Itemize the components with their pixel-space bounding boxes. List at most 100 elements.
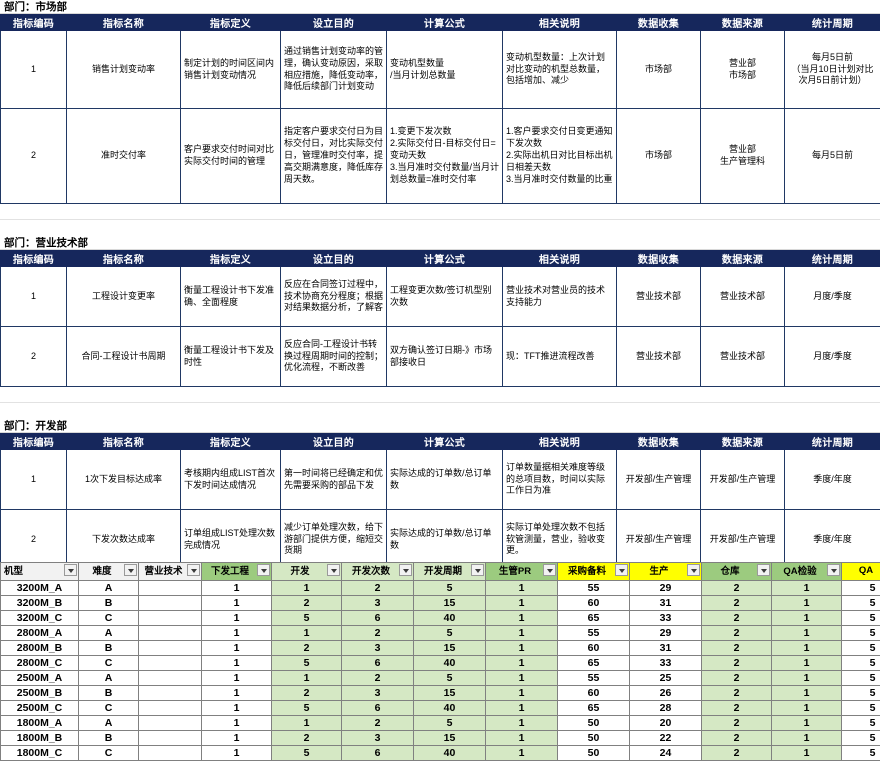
grid-cell[interactable]: 1 [486, 656, 558, 671]
grid-cell[interactable]: B [79, 596, 139, 611]
grid-cell[interactable]: 1 [772, 626, 842, 641]
grid-cell[interactable]: 29 [630, 581, 702, 596]
grid-cell[interactable] [139, 731, 202, 746]
grid-cell[interactable]: 5 [414, 626, 486, 641]
grid-cell[interactable]: 1 [202, 626, 272, 641]
grid-cell[interactable]: 2 [702, 701, 772, 716]
grid-cell[interactable] [139, 581, 202, 596]
grid-cell[interactable]: 1 [202, 611, 272, 626]
grid-cell[interactable]: 2 [702, 611, 772, 626]
table-row[interactable]: 2500M_CC15640165282152110 [1, 701, 880, 716]
filter-dropdown-icon[interactable] [543, 564, 556, 576]
grid-cell[interactable]: 40 [414, 611, 486, 626]
grid-cell[interactable]: C [79, 701, 139, 716]
grid-cell[interactable]: 5 [842, 671, 880, 686]
grid-cell[interactable]: 40 [414, 746, 486, 761]
grid-cell[interactable]: 33 [630, 656, 702, 671]
grid-cell[interactable]: 26 [630, 686, 702, 701]
grid-cell[interactable]: 5 [842, 731, 880, 746]
filter-dropdown-icon[interactable] [687, 564, 700, 576]
grid-cell[interactable]: 1 [486, 686, 558, 701]
grid-cell[interactable]: 1 [772, 656, 842, 671]
grid-cell[interactable]: 15 [414, 596, 486, 611]
grid-cell-model[interactable]: 2800M_C [1, 656, 79, 671]
grid-cell[interactable]: C [79, 611, 139, 626]
filter-dropdown-icon[interactable] [399, 564, 412, 576]
grid-column-header[interactable]: QA检验 [772, 563, 842, 581]
grid-cell[interactable]: 6 [342, 611, 414, 626]
grid-cell[interactable]: 2 [702, 716, 772, 731]
grid-cell[interactable]: 1 [772, 746, 842, 761]
grid-cell[interactable]: 1 [486, 611, 558, 626]
grid-cell[interactable]: 50 [558, 731, 630, 746]
grid-cell[interactable]: 1 [486, 596, 558, 611]
grid-column-header[interactable]: 营业技术 [139, 563, 202, 581]
filter-dropdown-icon[interactable] [187, 564, 200, 576]
grid-cell[interactable] [139, 701, 202, 716]
grid-cell[interactable]: 1 [486, 716, 558, 731]
grid-cell-model[interactable]: 2800M_A [1, 626, 79, 641]
grid-cell[interactable]: C [79, 746, 139, 761]
grid-cell[interactable] [139, 626, 202, 641]
grid-cell[interactable]: 1 [202, 686, 272, 701]
grid-cell-model[interactable]: 3200M_C [1, 611, 79, 626]
grid-cell[interactable]: 60 [558, 596, 630, 611]
table-row[interactable]: 3200M_BB12315160312153106 [1, 596, 880, 611]
grid-cell[interactable]: 1 [202, 671, 272, 686]
grid-cell[interactable]: 1 [486, 626, 558, 641]
grid-cell[interactable]: 65 [558, 611, 630, 626]
grid-cell[interactable] [139, 596, 202, 611]
grid-cell[interactable]: 60 [558, 686, 630, 701]
table-row[interactable]: 2500M_AA112515525215293 [1, 671, 880, 686]
grid-cell[interactable]: 22 [630, 731, 702, 746]
grid-cell[interactable]: 1 [486, 641, 558, 656]
grid-cell[interactable]: 1 [772, 641, 842, 656]
grid-cell[interactable]: 15 [414, 641, 486, 656]
grid-cell[interactable]: 2 [702, 581, 772, 596]
grid-column-header[interactable]: 生管PR [486, 563, 558, 581]
grid-cell[interactable]: 1 [202, 716, 272, 731]
grid-cell-model[interactable]: 2500M_A [1, 671, 79, 686]
grid-cell[interactable]: 1 [272, 581, 342, 596]
grid-cell[interactable]: 1 [272, 671, 342, 686]
grid-cell[interactable]: 1 [202, 701, 272, 716]
grid-cell[interactable]: 20 [630, 716, 702, 731]
grid-cell[interactable]: 1 [202, 581, 272, 596]
grid-cell[interactable] [139, 671, 202, 686]
grid-cell[interactable]: 1 [486, 671, 558, 686]
grid-cell[interactable]: 29 [630, 626, 702, 641]
grid-column-header[interactable]: 仓库 [702, 563, 772, 581]
grid-cell[interactable]: 5 [842, 701, 880, 716]
grid-column-header[interactable]: QA [842, 563, 880, 581]
grid-cell[interactable]: 5 [842, 686, 880, 701]
grid-cell[interactable]: 6 [342, 701, 414, 716]
grid-cell[interactable]: 31 [630, 596, 702, 611]
grid-cell[interactable] [139, 746, 202, 761]
table-row[interactable]: 2800M_CC15640165332153116 [1, 656, 880, 671]
grid-cell[interactable]: 5 [272, 746, 342, 761]
grid-cell[interactable]: 6 [342, 746, 414, 761]
grid-column-header[interactable]: 机型 [1, 563, 79, 581]
grid-cell[interactable]: 2 [702, 671, 772, 686]
grid-cell-model[interactable]: 3200M_B [1, 596, 79, 611]
grid-cell-model[interactable]: 1800M_B [1, 731, 79, 746]
grid-cell[interactable]: 1 [772, 731, 842, 746]
grid-cell[interactable]: 2 [702, 686, 772, 701]
grid-cell[interactable]: B [79, 731, 139, 746]
grid-cell[interactable]: 1 [272, 626, 342, 641]
grid-cell[interactable]: 65 [558, 701, 630, 716]
grid-cell[interactable]: B [79, 686, 139, 701]
grid-cell[interactable]: 5 [842, 716, 880, 731]
grid-cell[interactable]: 33 [630, 611, 702, 626]
grid-cell[interactable]: 1 [772, 581, 842, 596]
grid-cell[interactable]: 2 [702, 626, 772, 641]
grid-cell[interactable]: 1 [202, 656, 272, 671]
grid-cell[interactable]: 28 [630, 701, 702, 716]
grid-cell[interactable]: 1 [272, 716, 342, 731]
grid-cell[interactable]: A [79, 671, 139, 686]
grid-cell[interactable]: 1 [202, 731, 272, 746]
grid-cell[interactable]: 3 [342, 731, 414, 746]
grid-cell[interactable]: 2 [272, 686, 342, 701]
grid-cell[interactable]: 25 [630, 671, 702, 686]
grid-cell-model[interactable]: 2500M_C [1, 701, 79, 716]
